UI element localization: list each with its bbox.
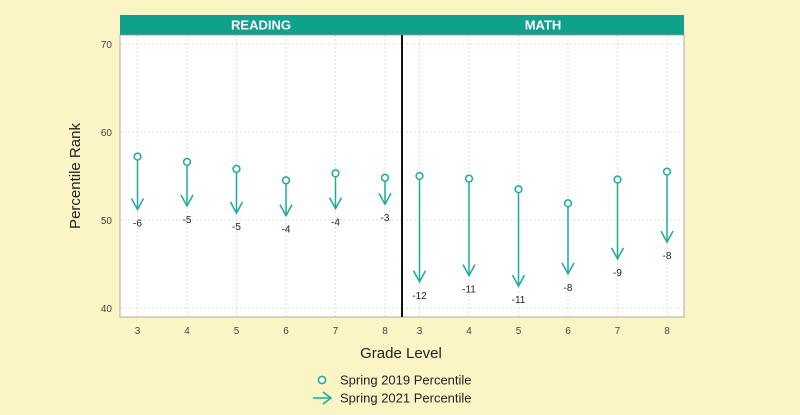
spring-2019-point [380,173,390,182]
panel-background [402,35,684,317]
spring-2019-point [281,176,291,185]
x-tick-label: 6 [565,326,571,337]
panel-title: READING [231,18,291,33]
panel-header [120,15,402,35]
x-axis-label: Grade Level [360,345,442,362]
change-label: -5 [183,215,192,226]
x-tick-label: 8 [664,326,670,337]
change-label: -8 [564,283,573,294]
legend-circle-icon [317,375,327,385]
spring-2019-point [662,167,672,176]
legend-item-circle: Spring 2019 Percentile [317,373,472,388]
change-label: -4 [331,218,340,229]
legend: Spring 2019 Percentile Spring 2021 Percen… [313,373,472,406]
x-tick-label: 7 [615,326,621,337]
x-tick-label: 4 [184,326,190,337]
spring-2021-arrowhead [180,194,194,208]
panel-header [402,15,684,35]
spring-2021-arrowhead [130,198,145,212]
spring-2019-point [331,169,340,178]
spring-2021-arrowhead [279,204,293,218]
y-tick-label: 70 [101,40,113,51]
legend-arrow-icon [322,391,333,405]
panels-layer: READING -6 3 -5 4 -5 5 -4 6 -4 7 -3 8 MATH -12 3 -11 4 -11… [119,15,685,337]
change-label: -5 [232,222,241,233]
change-label: -9 [613,268,622,279]
y-tick-label: 50 [101,216,113,227]
x-tick-label: 8 [382,326,388,337]
spring-2019-point [563,199,573,208]
spring-2021-arrowhead [328,197,343,211]
legend-label: Spring 2021 Percentile [340,391,472,406]
y-tick-label: 40 [101,304,113,315]
legend-label: Spring 2019 Percentile [340,373,472,388]
change-label: -12 [412,291,427,302]
change-label: -6 [133,218,142,229]
spring-2019-point [232,164,241,174]
spring-2021-arrowhead [229,201,244,215]
x-tick-label: 7 [333,326,339,337]
change-label: -3 [381,213,390,224]
x-tick-label: 4 [466,326,472,337]
spring-2019-point [514,185,523,194]
spring-2019-point [613,175,622,184]
panel-title: MATH [525,18,562,33]
panel-reading: READING -6 3 -5 4 -5 5 -4 6 -4 7 -3 8 [119,15,403,337]
spring-2021-arrowhead [378,192,392,206]
y-axis: 40 50 60 70 [101,40,113,315]
spring-2021-arrowhead [660,230,674,244]
y-axis-label: Percentile Rank [67,123,84,229]
x-tick-label: 3 [417,326,423,337]
spring-2019-point [182,157,192,167]
spring-2021-arrowhead [462,264,476,278]
y-tick-label: 60 [101,128,113,139]
spring-2021-arrowhead [610,247,625,261]
change-label: -8 [663,251,672,262]
spring-2021-arrowhead [511,274,526,288]
panel-math: MATH -12 3 -11 4 -11 5 -8 6 -9 7 -8 8 [401,15,685,337]
change-label: -11 [462,285,476,296]
spring-2019-point [464,174,474,183]
change-label: -11 [512,295,526,306]
x-tick-label: 3 [135,326,141,337]
x-tick-label: 5 [234,326,240,337]
spring-2019-point [133,152,142,161]
spring-2021-arrowhead [412,270,427,284]
change-label: -4 [282,225,291,236]
x-tick-label: 5 [516,326,522,337]
legend-item-arrow: Spring 2021 Percentile [313,391,472,406]
x-tick-label: 6 [283,326,289,337]
spring-2019-point [415,171,424,181]
panel-background [120,35,402,317]
spring-2021-arrowhead [561,262,575,276]
